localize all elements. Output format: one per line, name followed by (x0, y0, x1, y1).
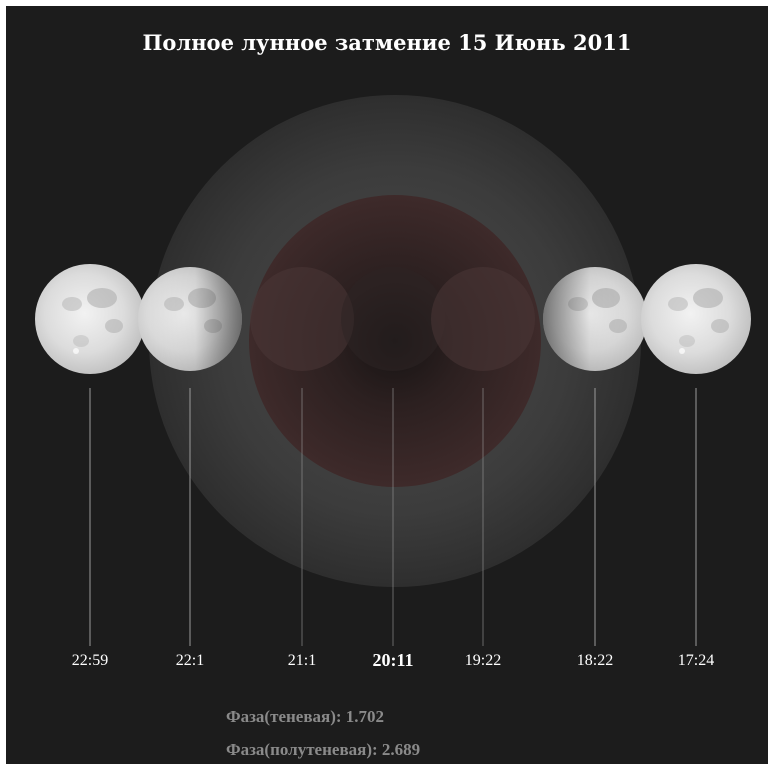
time-label-22-59: 22:59 (71, 652, 109, 669)
time-label-19-22: 19:22 (464, 652, 502, 669)
time-label-18-22: 18:22 (576, 652, 614, 669)
moon-19-22 (431, 267, 535, 371)
moon-21-1 (250, 267, 354, 371)
penumbral-phase-stat: Фаза(полутеневая): 2.689 (226, 740, 421, 759)
moon-20-11 (341, 267, 445, 371)
time-label-20-11: 20:11 (372, 650, 414, 670)
time-label-17-24: 17:24 (677, 652, 715, 669)
moon-22-59 (35, 264, 145, 374)
eclipse-scene (35, 95, 751, 646)
umbral-phase-stat: Фаза(теневая): 1.702 (226, 707, 385, 726)
eclipse-diagram: Полное лунное затмение 15 Июнь 2011 22:5… (6, 6, 768, 764)
moon-18-22 (543, 267, 647, 371)
moon-17-24 (641, 264, 751, 374)
eclipse-title: Полное лунное затмение 15 Июнь 2011 (142, 30, 632, 55)
time-label-22-1: 22:1 (175, 652, 205, 669)
time-label-21-1: 21:1 (287, 652, 317, 669)
moon-22-1 (138, 267, 242, 371)
